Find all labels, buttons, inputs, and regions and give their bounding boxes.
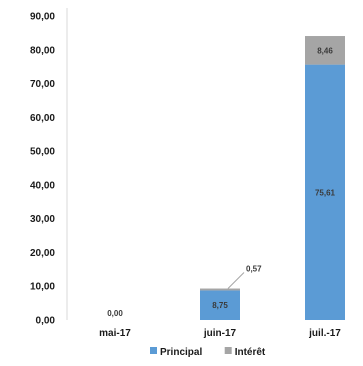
legend-swatch-1	[224, 347, 232, 354]
x-tick-label: mai-17	[99, 328, 131, 339]
data-label: 8,75	[212, 301, 228, 310]
data-label: 75,61	[315, 188, 336, 197]
x-tick-label: juin-17	[203, 328, 237, 339]
y-tick-label: 80,00	[30, 45, 55, 56]
legend-swatch-0	[150, 347, 157, 354]
bar-intrt-1[interactable]	[200, 288, 240, 291]
y-tick-label: 60,00	[30, 113, 55, 124]
bar-principal-2[interactable]	[305, 64, 345, 320]
y-tick-label: 20,00	[30, 248, 55, 259]
bar-intrt-2[interactable]	[305, 36, 345, 65]
x-tick-label: juil.-17	[308, 328, 341, 339]
y-tick-label: 10,00	[30, 282, 55, 293]
y-tick-label: 90,00	[30, 12, 55, 23]
legend-label: Principal	[160, 347, 202, 358]
y-tick-label: 0,00	[36, 316, 56, 327]
leader-line	[227, 272, 245, 289]
y-tick-label: 50,00	[30, 147, 55, 158]
data-label: 0,00	[107, 309, 123, 318]
data-label: 0,57	[246, 265, 262, 274]
bar-principal-1[interactable]	[200, 290, 240, 320]
y-tick-label: 70,00	[30, 79, 55, 90]
data-label: 8,46	[317, 46, 333, 55]
legend-label: Intérêt	[235, 347, 266, 358]
y-tick-label: 40,00	[30, 180, 55, 191]
y-tick-label: 30,00	[30, 214, 55, 225]
